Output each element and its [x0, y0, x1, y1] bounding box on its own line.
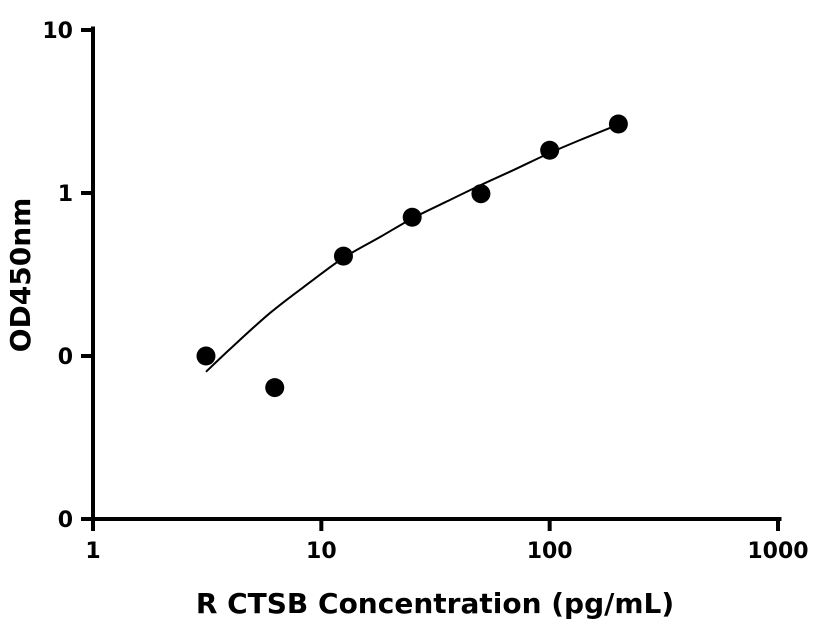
data-points-layer — [196, 114, 628, 398]
fit-curve-layer — [205, 123, 619, 373]
y-tick-label-3: 10 — [42, 19, 73, 44]
x-tick-label-2: 100 — [527, 539, 573, 564]
data-point-0-4 — [471, 184, 491, 204]
axes — [91, 26, 782, 521]
data-point-0-0 — [196, 346, 216, 366]
x-tick-label-3: 1000 — [747, 539, 808, 564]
x-tick-label-1: 10 — [306, 539, 337, 564]
fit-curve — [205, 123, 619, 373]
data-point-0-3 — [402, 207, 422, 227]
x-axis-title: R CTSB Concentration (pg/mL) — [196, 587, 674, 620]
data-point-0-2 — [333, 246, 353, 266]
y-tick-label-1: 0 — [58, 345, 73, 370]
y-tick-label-0: 0 — [58, 508, 73, 533]
data-point-0-5 — [540, 140, 560, 160]
data-point-0-6 — [608, 114, 628, 134]
y-tick-label-2: 1 — [58, 182, 73, 207]
y-axis-title: OD450nm — [4, 198, 37, 353]
x-tick-label-0: 1 — [85, 539, 100, 564]
data-point-0-1 — [265, 378, 285, 398]
